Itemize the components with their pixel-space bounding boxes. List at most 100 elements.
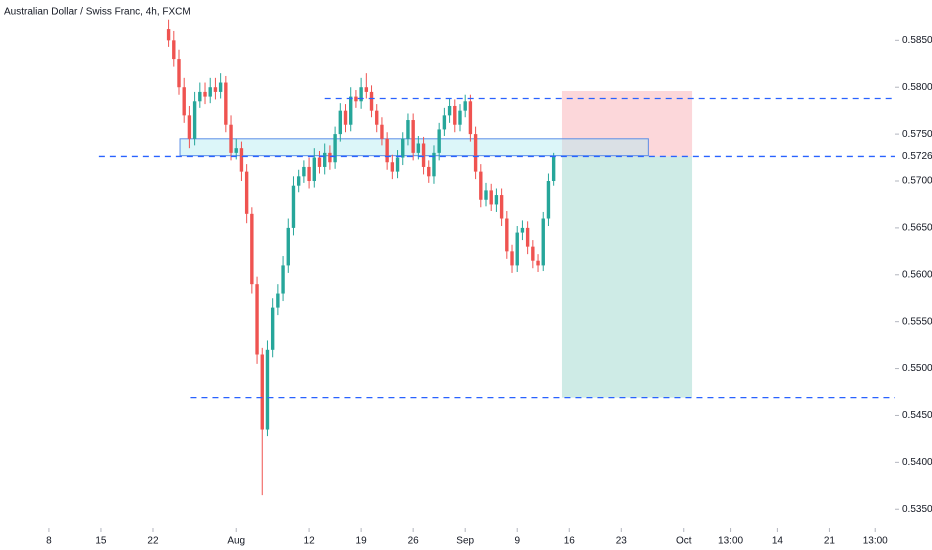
candle-body bbox=[312, 157, 316, 182]
candle-body bbox=[551, 156, 556, 182]
candle-body bbox=[270, 307, 275, 350]
candle-body bbox=[187, 115, 192, 139]
candle-body bbox=[281, 265, 285, 294]
candle-body bbox=[489, 190, 493, 205]
candle-body bbox=[182, 87, 186, 116]
candle-body bbox=[536, 260, 540, 266]
x-tick-label: 12 bbox=[304, 536, 316, 547]
candle-body bbox=[276, 293, 280, 308]
candle-body bbox=[525, 227, 530, 247]
candle-body bbox=[244, 171, 249, 214]
candle-body bbox=[286, 227, 290, 266]
candle-body bbox=[291, 185, 296, 228]
candle-body bbox=[328, 152, 332, 163]
candle-body bbox=[479, 171, 483, 200]
candle-body bbox=[375, 110, 379, 125]
candle-body bbox=[510, 251, 514, 266]
candle-body bbox=[395, 157, 400, 172]
candle-body bbox=[380, 124, 384, 139]
x-tick-label: 13:00 bbox=[863, 536, 888, 547]
candle-body bbox=[494, 195, 499, 205]
candle-body bbox=[463, 101, 467, 111]
candle-body bbox=[166, 29, 171, 41]
candle-body bbox=[505, 218, 509, 252]
candle-body bbox=[317, 157, 322, 167]
x-tick-label: Aug bbox=[227, 536, 245, 547]
candle-body bbox=[208, 87, 212, 97]
x-tick-label: 14 bbox=[772, 536, 784, 547]
x-tick-label: 9 bbox=[514, 536, 520, 547]
candle-body bbox=[265, 349, 270, 430]
candle-body bbox=[218, 82, 223, 92]
candle-body bbox=[427, 166, 431, 177]
candle-body bbox=[458, 110, 462, 125]
candle-body bbox=[354, 96, 358, 102]
x-tick-label: 23 bbox=[616, 536, 628, 547]
candle-body bbox=[302, 166, 306, 177]
candle-body bbox=[172, 40, 176, 60]
candle-body bbox=[385, 138, 389, 163]
x-tick-label: 26 bbox=[408, 536, 420, 547]
x-tick-label: Oct bbox=[676, 536, 692, 547]
candle-body bbox=[260, 354, 264, 430]
candle-body bbox=[546, 181, 551, 219]
target-zone bbox=[561, 156, 693, 398]
candle-body bbox=[239, 148, 244, 172]
candle-body bbox=[255, 284, 259, 355]
candles bbox=[166, 19, 556, 496]
candle-body bbox=[234, 148, 238, 153]
candle-body bbox=[322, 152, 327, 167]
candle-body bbox=[520, 227, 525, 233]
stop-zone bbox=[561, 90, 693, 157]
candle-body bbox=[296, 176, 301, 186]
candle-body bbox=[369, 91, 374, 111]
candle-body bbox=[213, 87, 218, 92]
candle-body bbox=[473, 134, 478, 172]
candle-body bbox=[515, 232, 519, 266]
candle-body bbox=[421, 143, 426, 167]
candle-body bbox=[307, 166, 311, 182]
candle-body bbox=[338, 110, 343, 135]
candle-body bbox=[364, 87, 369, 92]
y-tick-label: 0.53500 bbox=[902, 504, 932, 515]
candle-body bbox=[343, 110, 348, 125]
candle-body bbox=[390, 162, 395, 172]
candle-body bbox=[250, 213, 254, 285]
x-tick-label: 22 bbox=[147, 536, 159, 547]
candle-body bbox=[453, 105, 457, 125]
x-tick-label: Sep bbox=[456, 536, 474, 547]
candle-body bbox=[531, 246, 535, 261]
candle-body bbox=[406, 120, 410, 139]
x-tick-label: 15 bbox=[95, 536, 107, 547]
candle-body bbox=[437, 129, 441, 153]
candle-body bbox=[401, 138, 405, 158]
candle-body bbox=[229, 124, 233, 153]
x-tick-label: 13:00 bbox=[718, 536, 743, 547]
candle-body bbox=[349, 96, 353, 125]
chart-title: Australian Dollar / Swiss Franc, 4h, FXC… bbox=[4, 7, 191, 18]
candle-body bbox=[432, 152, 436, 177]
candle-body bbox=[484, 190, 488, 200]
candle-body bbox=[177, 59, 181, 88]
x-tick-label: 21 bbox=[824, 536, 836, 547]
candle-body bbox=[203, 91, 207, 97]
candle-body bbox=[359, 87, 363, 102]
candle-body bbox=[198, 91, 202, 102]
candle-body bbox=[468, 101, 473, 135]
candle-body bbox=[447, 105, 452, 116]
candle-body bbox=[333, 134, 337, 163]
x-tick-label: 19 bbox=[356, 536, 368, 547]
x-tick-label: 16 bbox=[564, 536, 576, 547]
